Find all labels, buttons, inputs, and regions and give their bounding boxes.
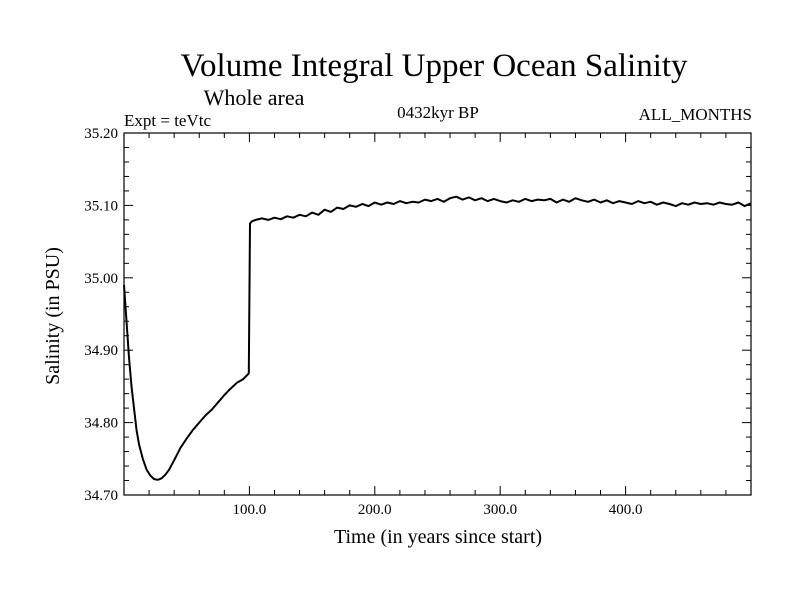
chart-title: Volume Integral Upper Ocean Salinity: [180, 48, 688, 84]
x-tick-label: 300.0: [483, 502, 517, 518]
y-tick-label: 34.70: [84, 488, 118, 504]
salinity-series-line: [123, 195, 752, 481]
y-tick-label: 34.90: [84, 343, 118, 359]
chart-subtitle: Whole area: [204, 85, 305, 110]
period-label: 0432kyr BP: [397, 103, 479, 122]
axis-ticks: [124, 133, 751, 495]
x-axis-label: Time (in years since start): [334, 526, 542, 548]
axis-tick-labels: 100.0 200.0 300.0 400.0 34.70 34.80 34.90 35.00…: [84, 126, 642, 518]
y-tick-label: 35.00: [84, 271, 118, 287]
y-tick-label: 34.80: [84, 416, 118, 432]
y-axis-label: Salinity (in PSU): [42, 247, 64, 385]
x-tick-label: 400.0: [609, 502, 643, 518]
plot-frame: [123, 132, 752, 496]
x-tick-label: 200.0: [358, 502, 392, 518]
y-tick-label: 35.20: [84, 126, 118, 142]
months-label: ALL_MONTHS: [639, 105, 752, 124]
y-tick-label: 35.10: [84, 198, 118, 214]
x-tick-label: 100.0: [233, 502, 267, 518]
experiment-label: Expt = teVtc: [124, 111, 211, 130]
